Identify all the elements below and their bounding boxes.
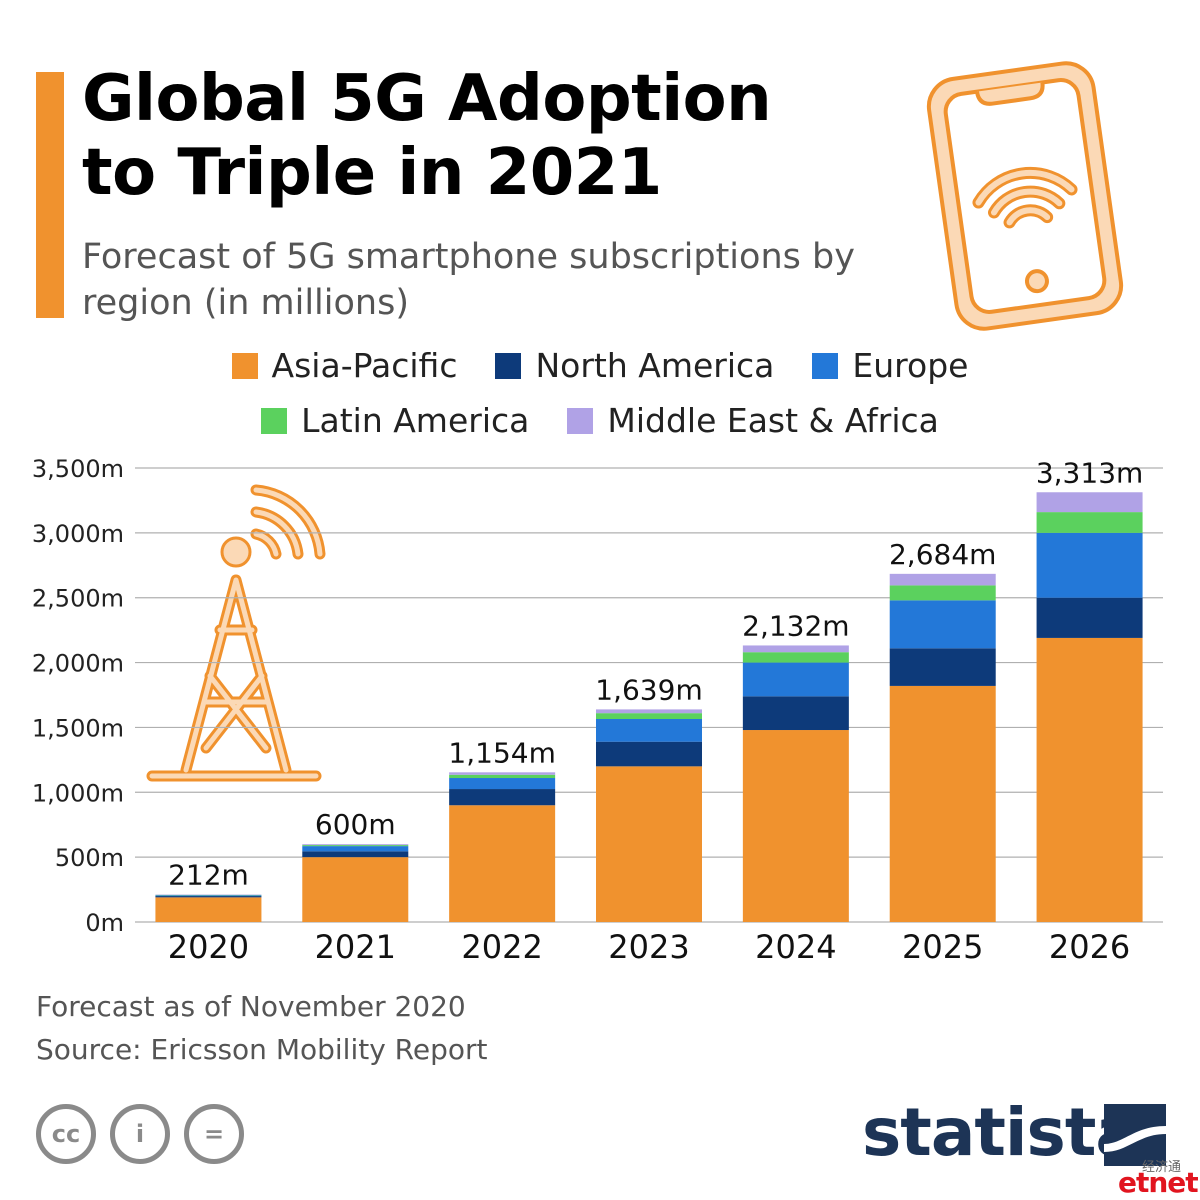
bar-segment <box>742 652 849 663</box>
legend-item-north-america: North America <box>495 346 774 385</box>
legend-swatch <box>261 407 288 434</box>
bar-segment <box>302 851 409 858</box>
total-label: 212m <box>168 859 249 892</box>
legend-item-middle-east-africa: Middle East & Africa <box>567 401 939 440</box>
y-tick-label: 3,500m <box>32 455 124 483</box>
stacked-bar-chart: 0m 500m 1,000m 1,500m 2,000m 2,500m 3,000m 3,50… <box>32 455 1163 966</box>
bar-segment <box>449 789 556 806</box>
bar-segment <box>889 600 996 649</box>
cc-icon[interactable]: cc <box>36 1104 96 1164</box>
bar-segment <box>889 573 996 586</box>
bar-segment <box>596 709 702 714</box>
legend-row-1: Asia-Pacific North America Europe <box>0 346 1200 385</box>
legend-label: North America <box>535 346 775 385</box>
bar-segment <box>1036 637 1143 922</box>
bar-segment <box>889 585 996 601</box>
bar-segment <box>302 845 409 847</box>
page-title: Global 5G Adoption to Triple in 2021 <box>82 62 772 210</box>
total-label: 2,684m <box>889 538 996 571</box>
statista-mark-icon <box>1104 1104 1166 1166</box>
partner-cn-label: 经济通 <box>1142 1160 1182 1175</box>
bar-segment <box>742 730 849 922</box>
radio-tower-icon <box>146 484 326 782</box>
license-icons: cc i = <box>36 1104 244 1164</box>
bar-segment <box>889 648 996 686</box>
total-label: 1,639m <box>595 673 702 706</box>
x-tick-label: 2021 <box>315 928 396 966</box>
y-tick-label: 3,000m <box>32 520 124 548</box>
legend-swatch <box>495 352 522 379</box>
bar-segment <box>155 897 262 922</box>
x-tick-label: 2022 <box>461 928 542 966</box>
legend-swatch <box>231 352 258 379</box>
legend-item-latin-america: Latin America <box>261 401 529 440</box>
legend-label: Middle East & Africa <box>607 401 939 440</box>
y-tick-label: 0m <box>85 909 124 937</box>
source-note: Source: Ericsson Mobility Report <box>36 1033 488 1066</box>
bar-segment <box>1036 492 1143 513</box>
bar-segment <box>596 713 702 719</box>
y-tick-label: 2,000m <box>32 650 124 678</box>
bar-segment <box>1036 512 1143 533</box>
bar-segment <box>742 662 849 697</box>
legend-item-europe: Europe <box>812 346 968 385</box>
bar-segment <box>889 685 996 922</box>
bar-segment <box>596 766 702 922</box>
x-tick-label: 2020 <box>168 928 249 966</box>
legend-swatch <box>567 407 594 434</box>
bar-segment <box>449 805 556 922</box>
bar-segment <box>155 896 262 898</box>
legend-item-asia-pacific: Asia-Pacific <box>231 346 458 385</box>
partner-logo: etnet <box>1118 1166 1199 1199</box>
bar-segment <box>302 846 409 852</box>
bar-segment <box>449 774 556 779</box>
bar-segment <box>742 645 849 653</box>
accent-bar <box>36 72 64 318</box>
legend-label: Asia-Pacific <box>271 346 458 385</box>
x-tick-label: 2026 <box>1049 928 1130 966</box>
page-subtitle: Forecast of 5G smartphone subscriptions … <box>82 237 855 323</box>
y-tick-label: 1,000m <box>32 779 124 807</box>
bar-segment <box>1036 532 1143 598</box>
bar-segment <box>302 844 409 846</box>
legend-label: Europe <box>852 346 969 385</box>
x-tick-label: 2023 <box>608 928 689 966</box>
attribution-icon[interactable]: i <box>110 1104 170 1164</box>
y-tick-label: 2,500m <box>32 585 124 613</box>
x-tick-label: 2024 <box>755 928 836 966</box>
total-label: 600m <box>315 808 396 841</box>
bar-segment <box>302 857 409 922</box>
y-tick-label: 500m <box>55 844 124 872</box>
bar-segment <box>742 696 849 731</box>
legend-label: Latin America <box>301 401 530 440</box>
legend-row-2: Latin America Middle East & Africa <box>0 401 1200 440</box>
bar-segment <box>1036 597 1143 638</box>
total-label: 2,132m <box>742 609 849 642</box>
bar-segment <box>596 718 702 742</box>
x-tick-label: 2025 <box>902 928 983 966</box>
bar-segment <box>596 741 702 767</box>
total-label: 1,154m <box>448 736 555 769</box>
y-tick-label: 1,500m <box>32 714 124 742</box>
statista-logo[interactable]: statista <box>862 1094 1140 1171</box>
bar-segment <box>449 778 556 790</box>
smartphone-icon <box>926 61 1124 331</box>
legend-swatch <box>812 352 839 379</box>
forecast-note: Forecast as of November 2020 <box>36 990 466 1023</box>
bar-segment <box>449 772 556 775</box>
no-derivatives-icon[interactable]: = <box>184 1104 244 1164</box>
total-label: 3,313m <box>1036 456 1143 489</box>
bar-segment <box>155 895 262 897</box>
